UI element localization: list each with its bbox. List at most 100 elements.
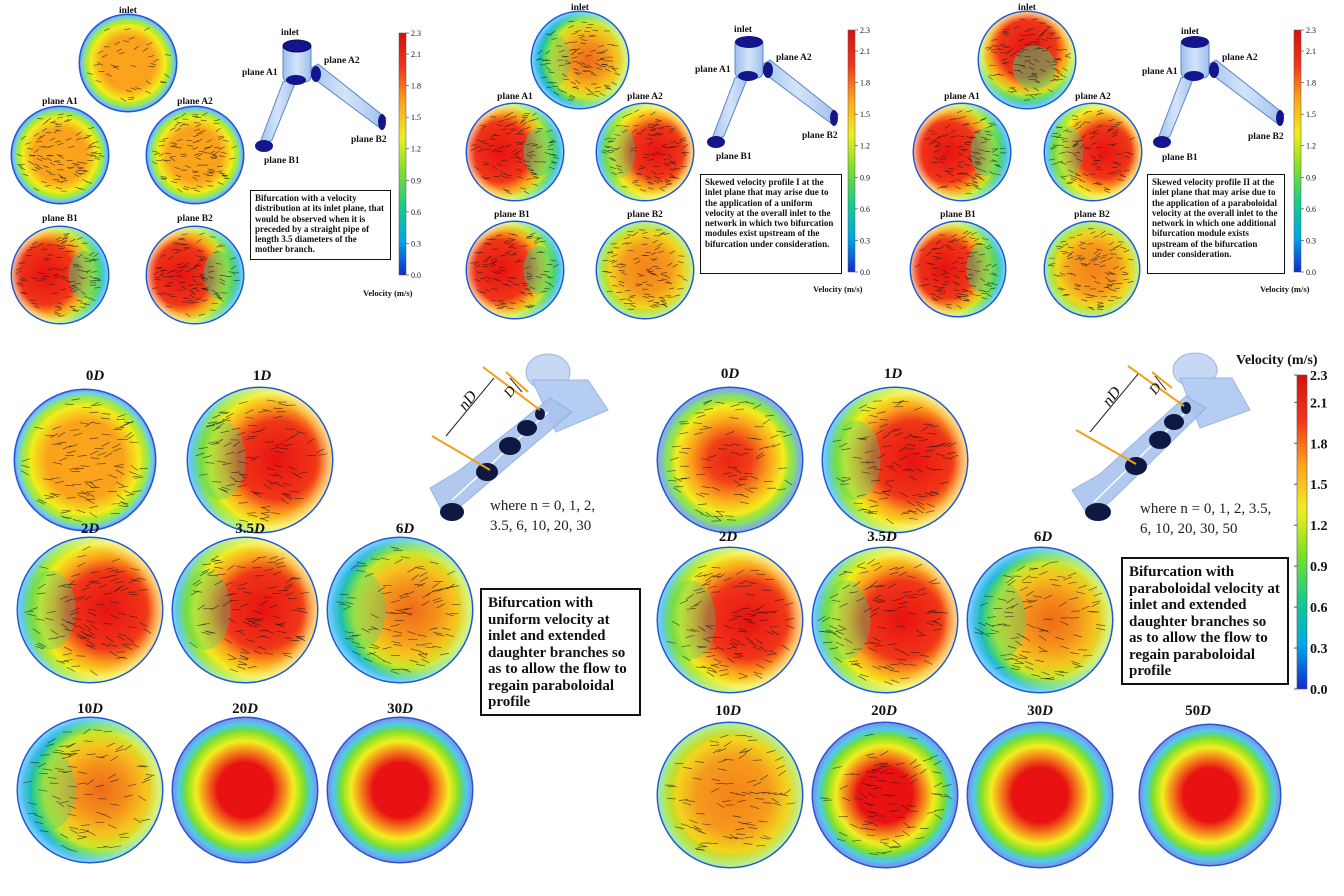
colorbar-tick-label: 1.2: [1306, 142, 1316, 151]
panel-bottom-left: 0D 1D 2D 3.5D 6D 10D 20D 30D nD D where …: [13, 353, 609, 864]
colorbar-tick-label: 0.9: [1306, 173, 1316, 182]
label-inlet: inlet: [571, 3, 590, 13]
colorbar-tick-label: 0.3: [1306, 236, 1316, 245]
svg-text:30D: 30D: [1027, 703, 1053, 719]
contour-plane-a2: [1043, 102, 1143, 202]
contour-1d: [186, 386, 334, 534]
where-text-line-2: 6, 10, 20, 30, 50: [1140, 521, 1238, 537]
svg-text:20D: 20D: [871, 703, 897, 719]
svg-text:3.5D: 3.5D: [235, 521, 265, 537]
colorbar-tick-label: 0.6: [1306, 205, 1316, 214]
contour-50d: [1138, 723, 1282, 867]
geo-label-plane-a2: plane A2: [1222, 53, 1258, 63]
svg-text:1D: 1D: [253, 368, 272, 384]
colorbar-tick-label: 0.9: [411, 176, 421, 185]
colorbar-tick-label: 2.3: [1306, 26, 1316, 35]
colorbar-large-tick-label: 0.0: [1310, 683, 1328, 698]
where-text-line-1: where n = 0, 1, 2, 3.5,: [1140, 501, 1271, 517]
geo-label-plane-b2: plane B2: [802, 131, 838, 141]
colorbar-tick-label: 0.3: [411, 239, 421, 248]
geo-label-plane-b2: plane B2: [351, 135, 387, 145]
svg-text:3.5D: 3.5D: [867, 529, 897, 545]
contour-6d: [966, 546, 1114, 694]
d-dimension-label: D: [1146, 380, 1165, 398]
colorbar-tick-label: 0.9: [860, 173, 870, 182]
panel-top-3: inlet plane A1 plane A2 plane B1 plane B…: [909, 3, 1316, 318]
geo-label-inlet: inlet: [281, 28, 300, 38]
note-panel-top-1: Bifurcation with a velocity distribution…: [250, 190, 391, 260]
label-plane-a1: plane A1: [497, 92, 533, 102]
colorbar-large-tick-label: 0.9: [1310, 560, 1328, 575]
geo-label-plane-a2: plane A2: [324, 56, 360, 66]
position-label: 3.5D: [867, 529, 897, 545]
colorbar-tick-label: 1.2: [860, 142, 870, 151]
geo-label-plane-b1: plane B1: [716, 152, 752, 162]
contour-30d: [966, 721, 1114, 869]
label-inlet: inlet: [119, 6, 138, 16]
label-plane-b2: plane B2: [627, 210, 663, 220]
colorbar-large-tick-label: 0.3: [1310, 642, 1328, 657]
contour-plane-a2: [145, 105, 245, 205]
colorbar-tick-label: 1.2: [411, 145, 421, 154]
position-label: 20D: [232, 701, 258, 717]
contour-plane-a2: [595, 102, 695, 202]
colorbar: 2.3 2.1 1.8 1.5 1.2 0.9 0.6 0.3 0.0 Velocity (m/s…: [813, 26, 870, 294]
label-plane-b1: plane B1: [940, 210, 976, 220]
note-panel-bottom-left: Bifurcation with uniform velocity at inl…: [480, 588, 641, 716]
position-label: 2D: [81, 521, 100, 537]
colorbar-large-ticks: 2.3 2.1 1.8 1.5 1.2 0.9 0.6 0.3 0.0: [1294, 369, 1328, 698]
position-label: 30D: [1027, 703, 1053, 719]
position-label: 6D: [396, 521, 415, 537]
colorbar-tick-label: 0.6: [860, 205, 870, 214]
contour-2d: [16, 536, 164, 684]
colorbar-large-tick-label: 0.6: [1310, 601, 1328, 616]
position-label: 2D: [719, 529, 738, 545]
where-text-line-2: 3.5, 6, 10, 20, 30: [490, 518, 591, 534]
position-label: 0D: [86, 368, 105, 384]
label-plane-a2: plane A2: [1075, 92, 1111, 102]
colorbar-tick-label: 2.1: [411, 50, 421, 59]
contour-0d: [656, 386, 804, 534]
colorbar: 2.3 2.1 1.8 1.5 1.2 0.9 0.6 0.3 0.0 Velocity (m/s…: [363, 29, 421, 298]
contour-plane-a1: [10, 105, 110, 205]
contour-plane-b2: [595, 220, 695, 320]
note-panel-top-2: Skewed velocity profile I at the inlet p…: [700, 174, 842, 274]
svg-text:20D: 20D: [232, 701, 258, 717]
svg-text:0D: 0D: [721, 366, 740, 382]
bifurcation-geometry: inlet plane A1 plane A2 plane B1 plane B…: [1142, 27, 1285, 163]
contour-plane-b2: [1043, 220, 1141, 318]
contour-2d: [656, 546, 804, 694]
panel-top-2: inlet plane A1 plane A2 plane B1 plane B…: [465, 3, 870, 320]
svg-text:2D: 2D: [719, 529, 738, 545]
position-label: 30D: [387, 701, 413, 717]
colorbar-large-title: Velocity (m/s): [1236, 353, 1318, 368]
panel-bottom-right: 0D 1D 2D 3.5D 6D 10D 20D 30D 50D nD D wh…: [656, 352, 1328, 869]
svg-text:50D: 50D: [1185, 703, 1211, 719]
svg-text:1D: 1D: [884, 366, 903, 382]
contour-10d: [656, 721, 804, 869]
nd-dimension-label: nD: [455, 387, 481, 413]
where-text-line-1: where n = 0, 1, 2,: [490, 498, 595, 514]
label-plane-b1: plane B1: [494, 210, 530, 220]
label-plane-a2: plane A2: [177, 97, 213, 107]
position-label: 10D: [77, 701, 103, 717]
label-plane-a1: plane A1: [944, 92, 980, 102]
colorbar-large-bar: [1296, 374, 1308, 690]
colorbar-large-tick-label: 1.8: [1310, 437, 1328, 452]
position-label: 0D: [721, 366, 740, 382]
svg-text:2D: 2D: [81, 521, 100, 537]
colorbar: 2.3 2.1 1.8 1.5 1.2 0.9 0.6 0.3 0.0 Velocity (m/s…: [1260, 26, 1316, 294]
contour-inlet: [530, 10, 630, 110]
extended-branch-diagram: nD D: [1071, 352, 1251, 521]
label-inlet: inlet: [1018, 3, 1037, 13]
colorbar-tick-label: 0.0: [411, 271, 421, 280]
extended-branch-diagram: nD D: [429, 353, 609, 521]
colorbar-large-tick-label: 2.1: [1310, 396, 1328, 411]
position-label: 6D: [1034, 529, 1053, 545]
contour-inlet: [78, 13, 178, 113]
position-label: 1D: [884, 366, 903, 382]
colorbar-tick-label: 1.8: [860, 79, 870, 88]
label-plane-b1: plane B1: [42, 214, 78, 224]
colorbar-title: Velocity (m/s): [813, 284, 863, 294]
